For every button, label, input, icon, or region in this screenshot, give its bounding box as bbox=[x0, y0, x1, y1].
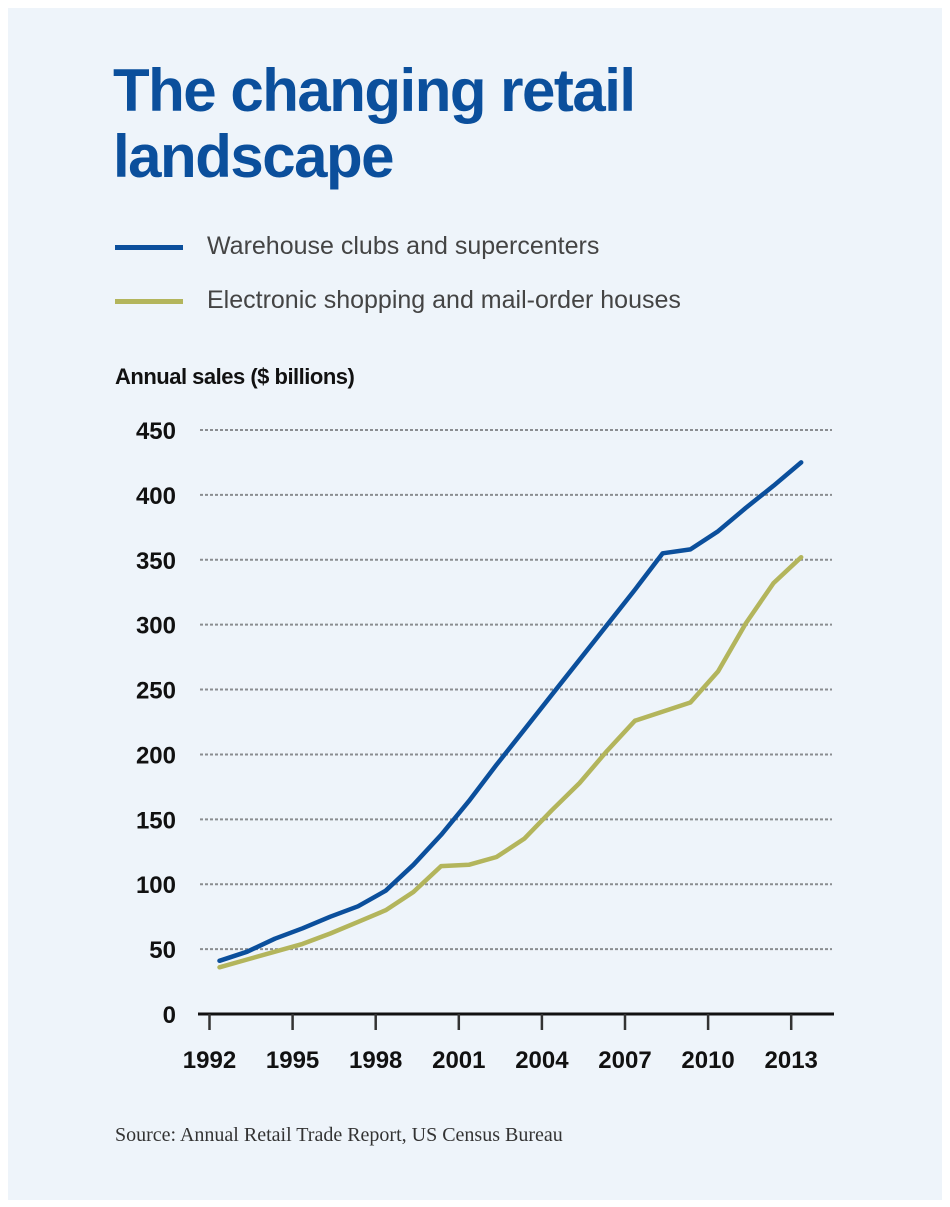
y-tick-label: 350 bbox=[136, 548, 176, 575]
y-tick-label: 150 bbox=[136, 807, 176, 834]
y-tick-label: 300 bbox=[136, 613, 176, 640]
legend-label: Warehouse clubs and supercenters bbox=[207, 232, 600, 260]
y-tick-label: 0 bbox=[163, 1002, 176, 1029]
legend-swatch bbox=[115, 245, 183, 250]
x-tick-label: 2010 bbox=[681, 1047, 734, 1074]
legend-label: Electronic shopping and mail-order house… bbox=[207, 286, 681, 314]
source-note: Source: Annual Retail Trade Report, US C… bbox=[115, 1124, 563, 1146]
x-tick-label: 2013 bbox=[765, 1047, 818, 1074]
y-tick-label: 200 bbox=[136, 742, 176, 769]
x-tick-label: 2007 bbox=[598, 1047, 651, 1074]
x-tick-label: 1998 bbox=[349, 1047, 402, 1074]
y-tick-label: 250 bbox=[136, 678, 176, 705]
y-tick-label: 100 bbox=[136, 872, 176, 899]
series-line-warehouse bbox=[217, 460, 804, 964]
legend-swatch bbox=[115, 299, 183, 304]
y-tick-label: 450 bbox=[136, 418, 176, 445]
chart-title: The changing retail landscape bbox=[113, 57, 636, 190]
chart-panel bbox=[8, 8, 942, 1200]
x-tick-label: 2001 bbox=[432, 1047, 485, 1074]
y-tick-label: 50 bbox=[149, 937, 176, 964]
series-line-electronic bbox=[217, 554, 804, 970]
x-tick-label: 1995 bbox=[266, 1047, 319, 1074]
y-tick-label: 400 bbox=[136, 483, 176, 510]
x-tick-label: 2004 bbox=[515, 1047, 569, 1074]
y-axis-label: Annual sales ($ billions) bbox=[115, 364, 355, 389]
x-tick-label: 1992 bbox=[183, 1047, 236, 1074]
